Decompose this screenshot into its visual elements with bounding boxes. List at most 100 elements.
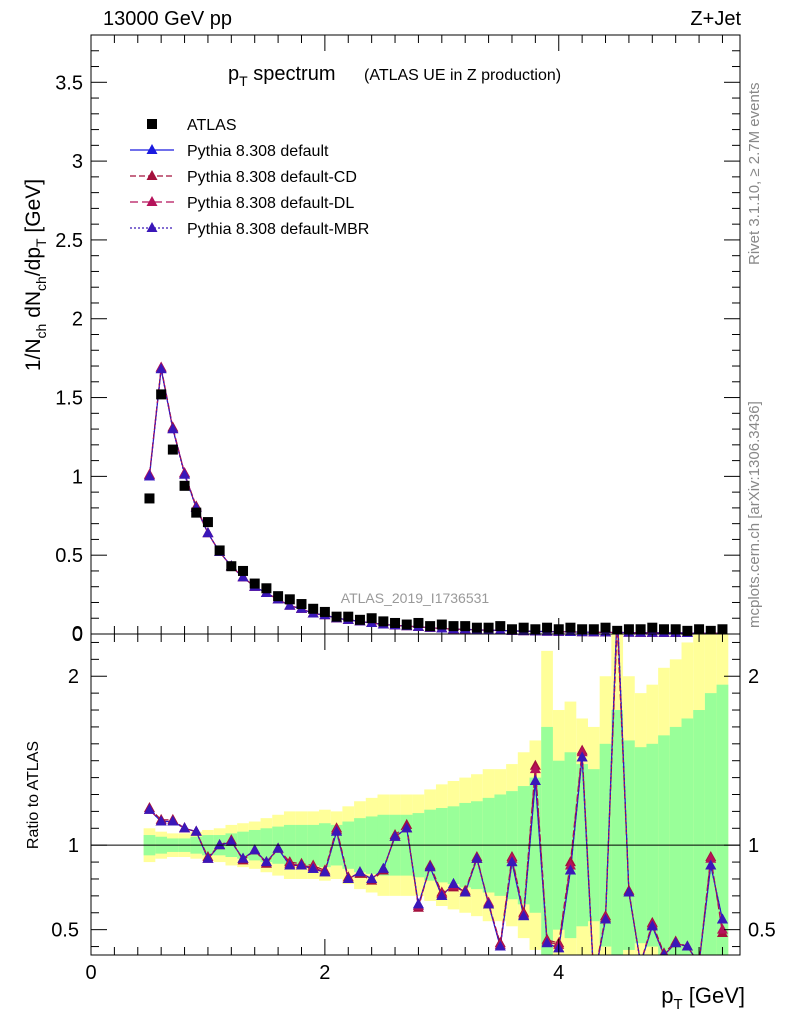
ratio-marker bbox=[237, 852, 249, 863]
ratio-marker bbox=[389, 830, 401, 841]
ratio-series-group bbox=[143, 634, 728, 955]
ratio-marker bbox=[319, 866, 331, 877]
ratio-marker bbox=[202, 852, 214, 863]
legend-label: Pythia 8.308 default bbox=[187, 143, 329, 160]
ratio-marker bbox=[214, 839, 226, 850]
ratio-marker bbox=[155, 815, 167, 826]
legend-label: ATLAS bbox=[187, 117, 237, 134]
data-point bbox=[366, 613, 377, 624]
ratio-marker bbox=[716, 913, 728, 924]
legend-marker bbox=[146, 170, 158, 180]
ratio-marker bbox=[272, 842, 284, 853]
ratio-marker bbox=[576, 746, 588, 757]
data-point bbox=[156, 389, 167, 400]
data-point bbox=[670, 624, 681, 635]
data-point bbox=[682, 625, 693, 636]
mc-marker bbox=[167, 423, 179, 434]
data-point bbox=[167, 444, 178, 455]
y-tick-label: 0 bbox=[72, 624, 83, 646]
legend-label: Pythia 8.308 default-MBR bbox=[187, 221, 369, 238]
data-point bbox=[600, 622, 611, 633]
data-point bbox=[705, 625, 716, 636]
legend-label: Pythia 8.308 default-CD bbox=[187, 169, 357, 186]
data-point bbox=[249, 578, 260, 589]
band-green bbox=[541, 726, 553, 955]
data-point bbox=[436, 619, 447, 630]
data-point bbox=[354, 614, 365, 625]
data-point bbox=[390, 617, 401, 628]
band-green bbox=[681, 718, 694, 955]
band-green bbox=[716, 684, 729, 955]
ratio-marker bbox=[529, 774, 541, 785]
ratio-marker bbox=[681, 940, 693, 951]
data-point bbox=[577, 624, 588, 635]
ratio-marker bbox=[564, 864, 576, 875]
x-axis-label: pT [GeV] bbox=[661, 983, 745, 1013]
legend-marker-atlas bbox=[147, 119, 157, 129]
ratio-marker bbox=[377, 862, 389, 873]
ratio-marker bbox=[670, 937, 682, 948]
data-point bbox=[612, 625, 623, 636]
data-point bbox=[378, 616, 389, 627]
analysis-watermark: ATLAS_2019_I1736531 bbox=[341, 590, 490, 606]
ratio-marker bbox=[307, 862, 319, 873]
ratio-marker bbox=[660, 949, 668, 955]
header-left: 13000 GeV pp bbox=[103, 8, 232, 30]
data-point bbox=[588, 624, 599, 635]
data-point bbox=[238, 565, 249, 576]
data-point bbox=[448, 621, 459, 632]
ratio-marker bbox=[646, 920, 658, 931]
x-tick-label: 0 bbox=[85, 962, 96, 984]
ratio-y-tick-label-right: 1 bbox=[748, 835, 759, 857]
ratio-marker bbox=[249, 844, 261, 855]
mc-marker bbox=[237, 571, 249, 582]
ratio-marker bbox=[483, 898, 495, 909]
ratio-y-tick-label-right: 2 bbox=[748, 666, 759, 688]
data-point bbox=[226, 561, 237, 572]
y-tick-label: 0.5 bbox=[55, 545, 83, 567]
band-green bbox=[704, 693, 717, 955]
legend-marker bbox=[146, 144, 158, 154]
band-green bbox=[669, 726, 682, 955]
band-green bbox=[611, 710, 624, 955]
mc-marker bbox=[202, 527, 214, 538]
ratio-marker bbox=[366, 872, 378, 883]
ratio-panel: 0.5 0.5 1 1 2 2 0 2 4 Ratio to ATLAS pT [GeV] bbox=[25, 633, 776, 1013]
ratio-marker bbox=[167, 815, 179, 826]
ratio-marker bbox=[564, 859, 576, 870]
legend-marker bbox=[146, 222, 158, 232]
data-point bbox=[542, 622, 553, 633]
header-right: Z+Jet bbox=[690, 8, 741, 30]
data-point bbox=[658, 624, 669, 635]
data-point bbox=[425, 621, 436, 632]
ratio-marker bbox=[705, 852, 717, 863]
ratio-marker bbox=[412, 898, 424, 909]
ratio-marker bbox=[705, 859, 717, 870]
data-point bbox=[284, 594, 295, 605]
ratio-marker bbox=[401, 822, 413, 833]
data-point bbox=[506, 624, 517, 635]
ratio-marker bbox=[529, 763, 541, 774]
data-point bbox=[635, 624, 646, 635]
x-tick-label: 4 bbox=[553, 962, 564, 984]
ratio-marker bbox=[225, 835, 237, 846]
mc-marker bbox=[284, 599, 296, 610]
mc-marker bbox=[143, 470, 155, 481]
data-point bbox=[296, 599, 307, 610]
ratio-marker bbox=[179, 822, 191, 833]
ratio-y-tick-label: 1 bbox=[68, 835, 79, 857]
data-point bbox=[319, 606, 330, 617]
ratio-marker bbox=[354, 866, 366, 877]
ratio-marker bbox=[459, 886, 471, 897]
legend-marker bbox=[146, 196, 158, 206]
chart-title-suffix: (ATLAS UE in Z production) bbox=[364, 67, 561, 84]
y-tick-label: 1 bbox=[72, 466, 83, 488]
data-point bbox=[331, 611, 342, 622]
mc-marker bbox=[179, 468, 191, 479]
data-point bbox=[530, 624, 541, 635]
ratio-marker bbox=[284, 859, 296, 870]
ratio-marker bbox=[448, 878, 460, 889]
data-point bbox=[261, 583, 272, 594]
